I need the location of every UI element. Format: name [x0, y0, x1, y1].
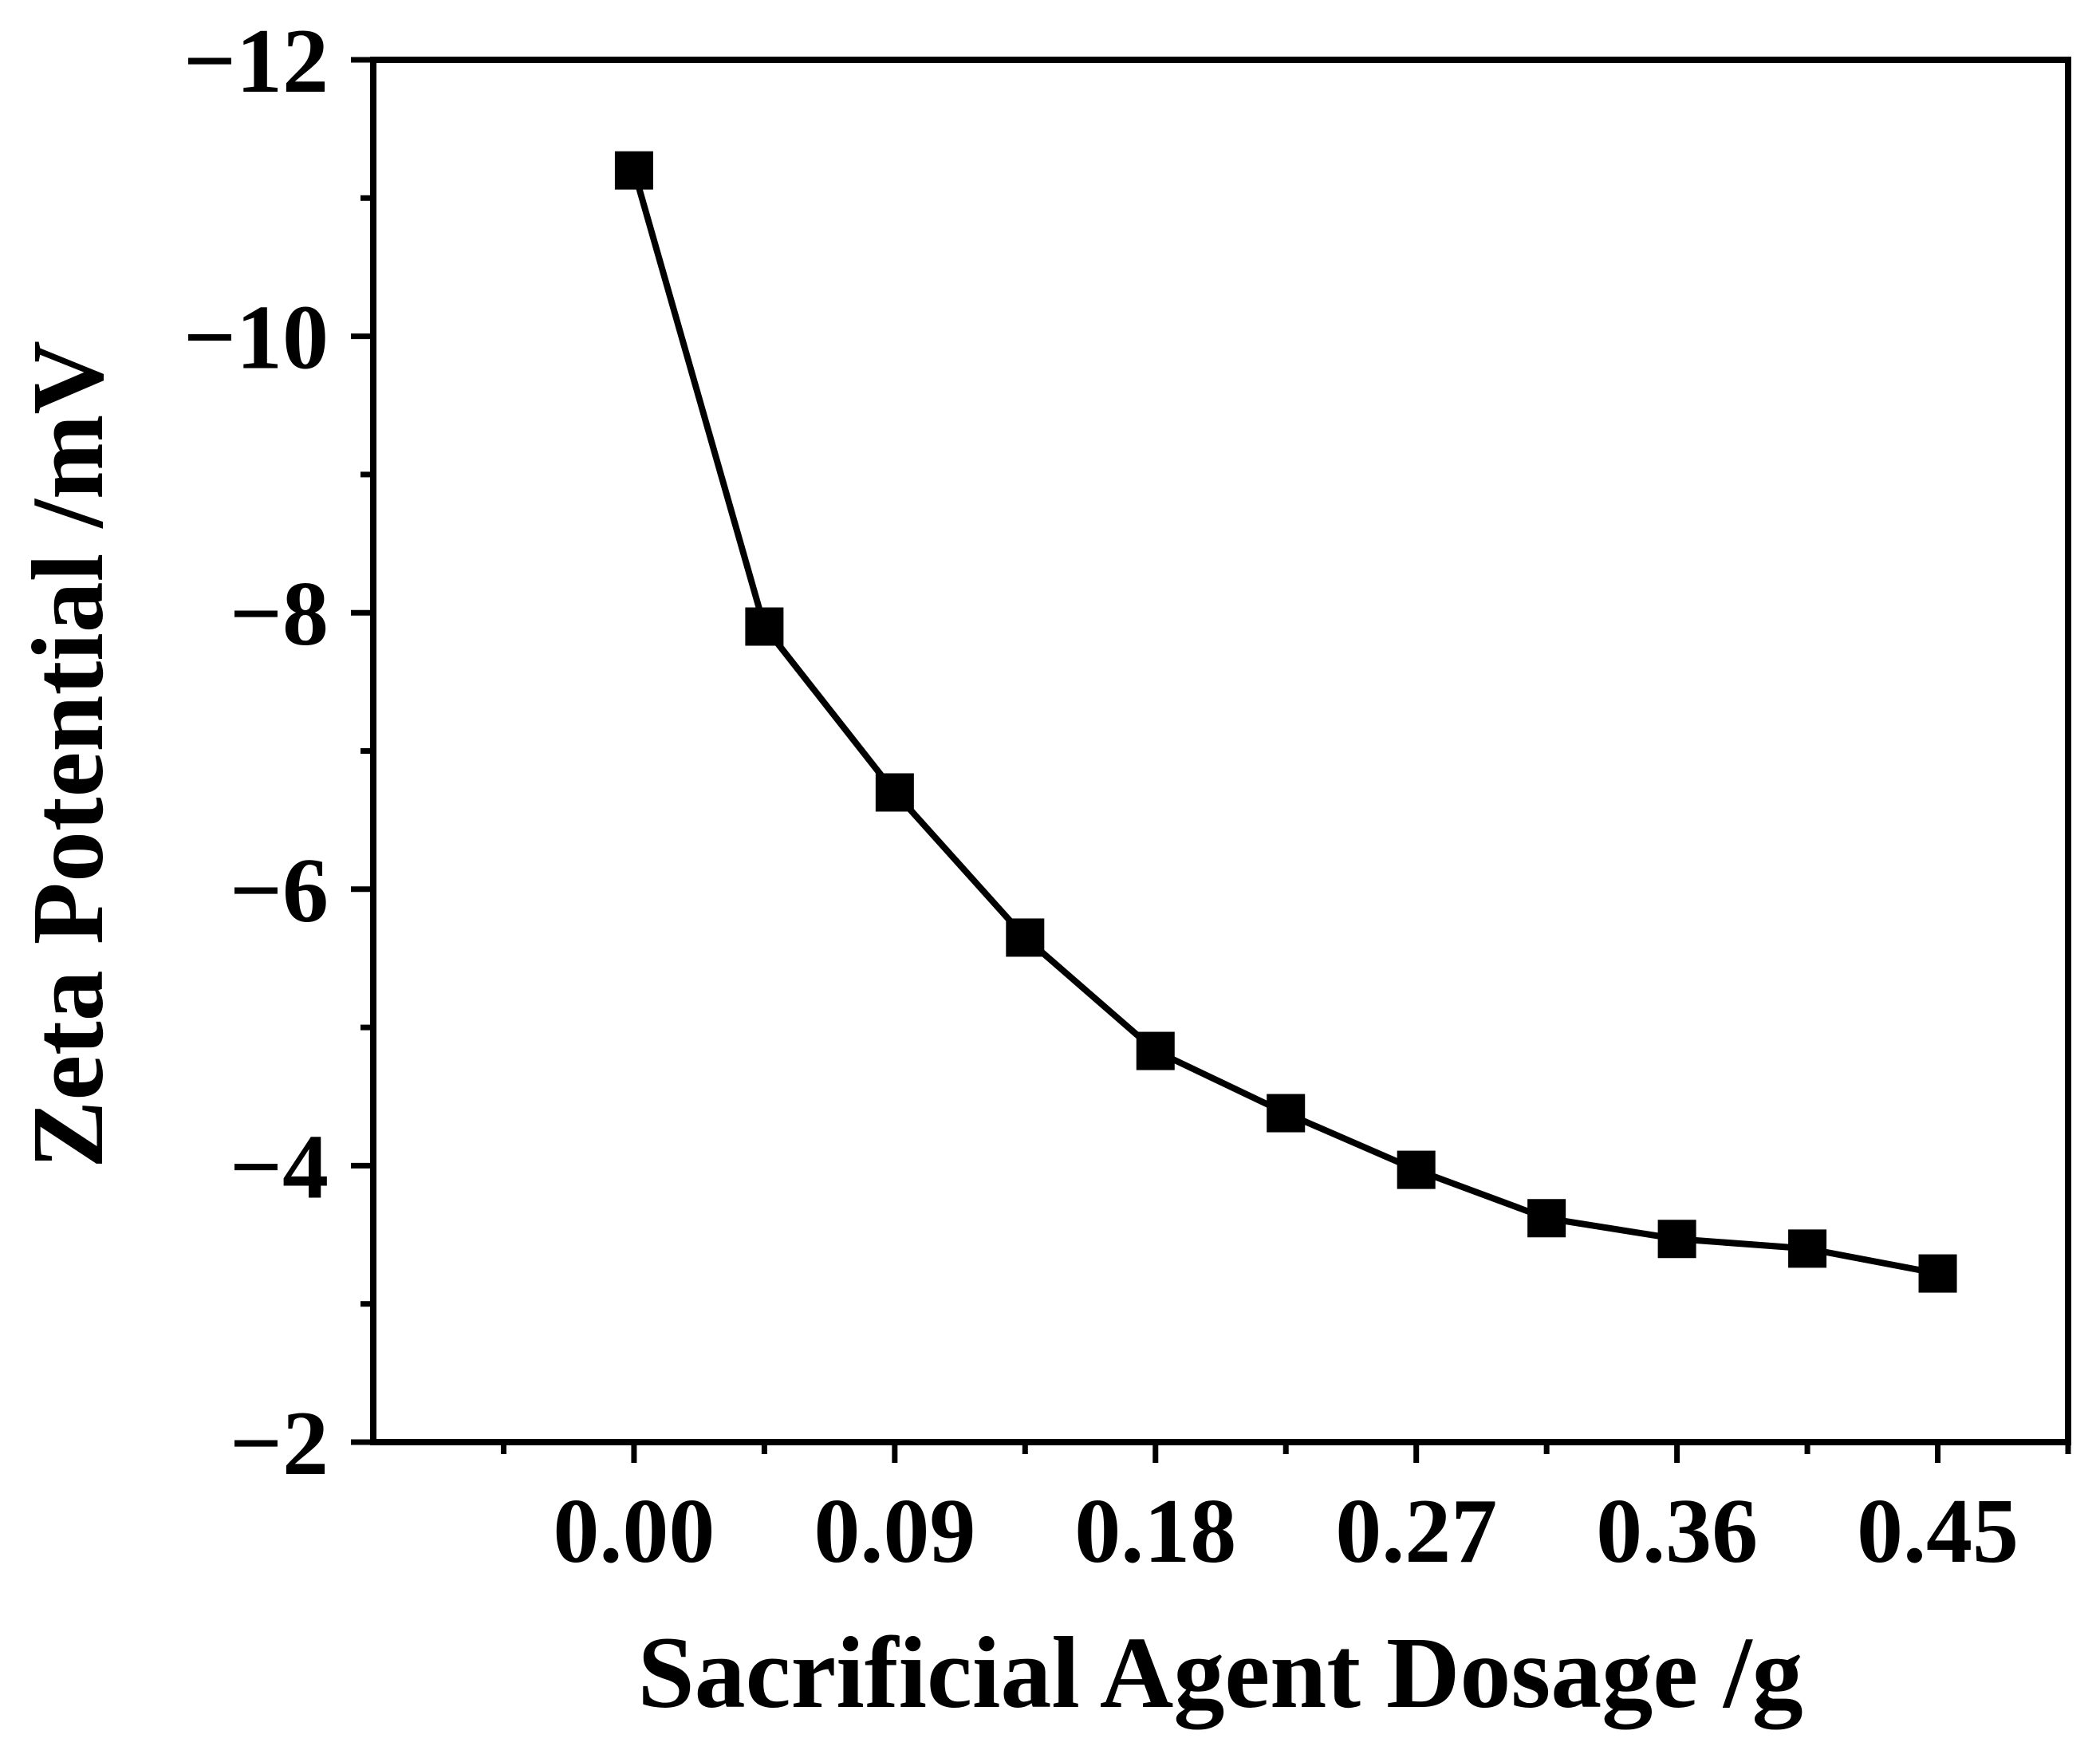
- data-point-marker: [1006, 918, 1045, 957]
- x-tick-label: 0.18: [1074, 1480, 1236, 1583]
- y-tick-label: −12: [183, 10, 329, 112]
- data-point-marker: [745, 607, 784, 646]
- x-tick-label: 0.45: [1857, 1480, 2019, 1583]
- data-point-marker: [1918, 1254, 1957, 1293]
- data-point-marker: [1527, 1199, 1566, 1238]
- data-point-marker: [1136, 1031, 1175, 1070]
- y-axis-title: Zeta Potential /mV: [11, 341, 124, 1169]
- x-tick-label: 0.00: [553, 1480, 715, 1583]
- data-point-marker: [1267, 1094, 1306, 1133]
- y-tick-label: −4: [230, 1116, 329, 1218]
- y-tick-label: −8: [230, 563, 329, 665]
- x-tick-label: 0.09: [814, 1480, 975, 1583]
- data-series: [614, 151, 1957, 1293]
- data-point-marker: [875, 773, 914, 812]
- x-axis-title: Sacrificial Agent Dosage /g: [637, 1616, 1803, 1729]
- y-tick-label: −6: [230, 840, 329, 942]
- x-tick-label: 0.36: [1596, 1480, 1758, 1583]
- y-tick-label: −10: [183, 287, 329, 389]
- data-point-marker: [1657, 1220, 1696, 1259]
- axis-ticks: [351, 57, 2071, 1463]
- data-point-marker: [1788, 1229, 1827, 1268]
- data-point-marker: [1397, 1150, 1436, 1189]
- y-tick-label: −2: [230, 1393, 329, 1495]
- axis-tick-labels: 0.00 0.09 0.18 0.27 0.36 0.45 −12 −10 −8 −6 −4 −2: [183, 10, 2019, 1583]
- x-tick-label: 0.27: [1335, 1480, 1497, 1583]
- data-point-marker: [614, 151, 653, 190]
